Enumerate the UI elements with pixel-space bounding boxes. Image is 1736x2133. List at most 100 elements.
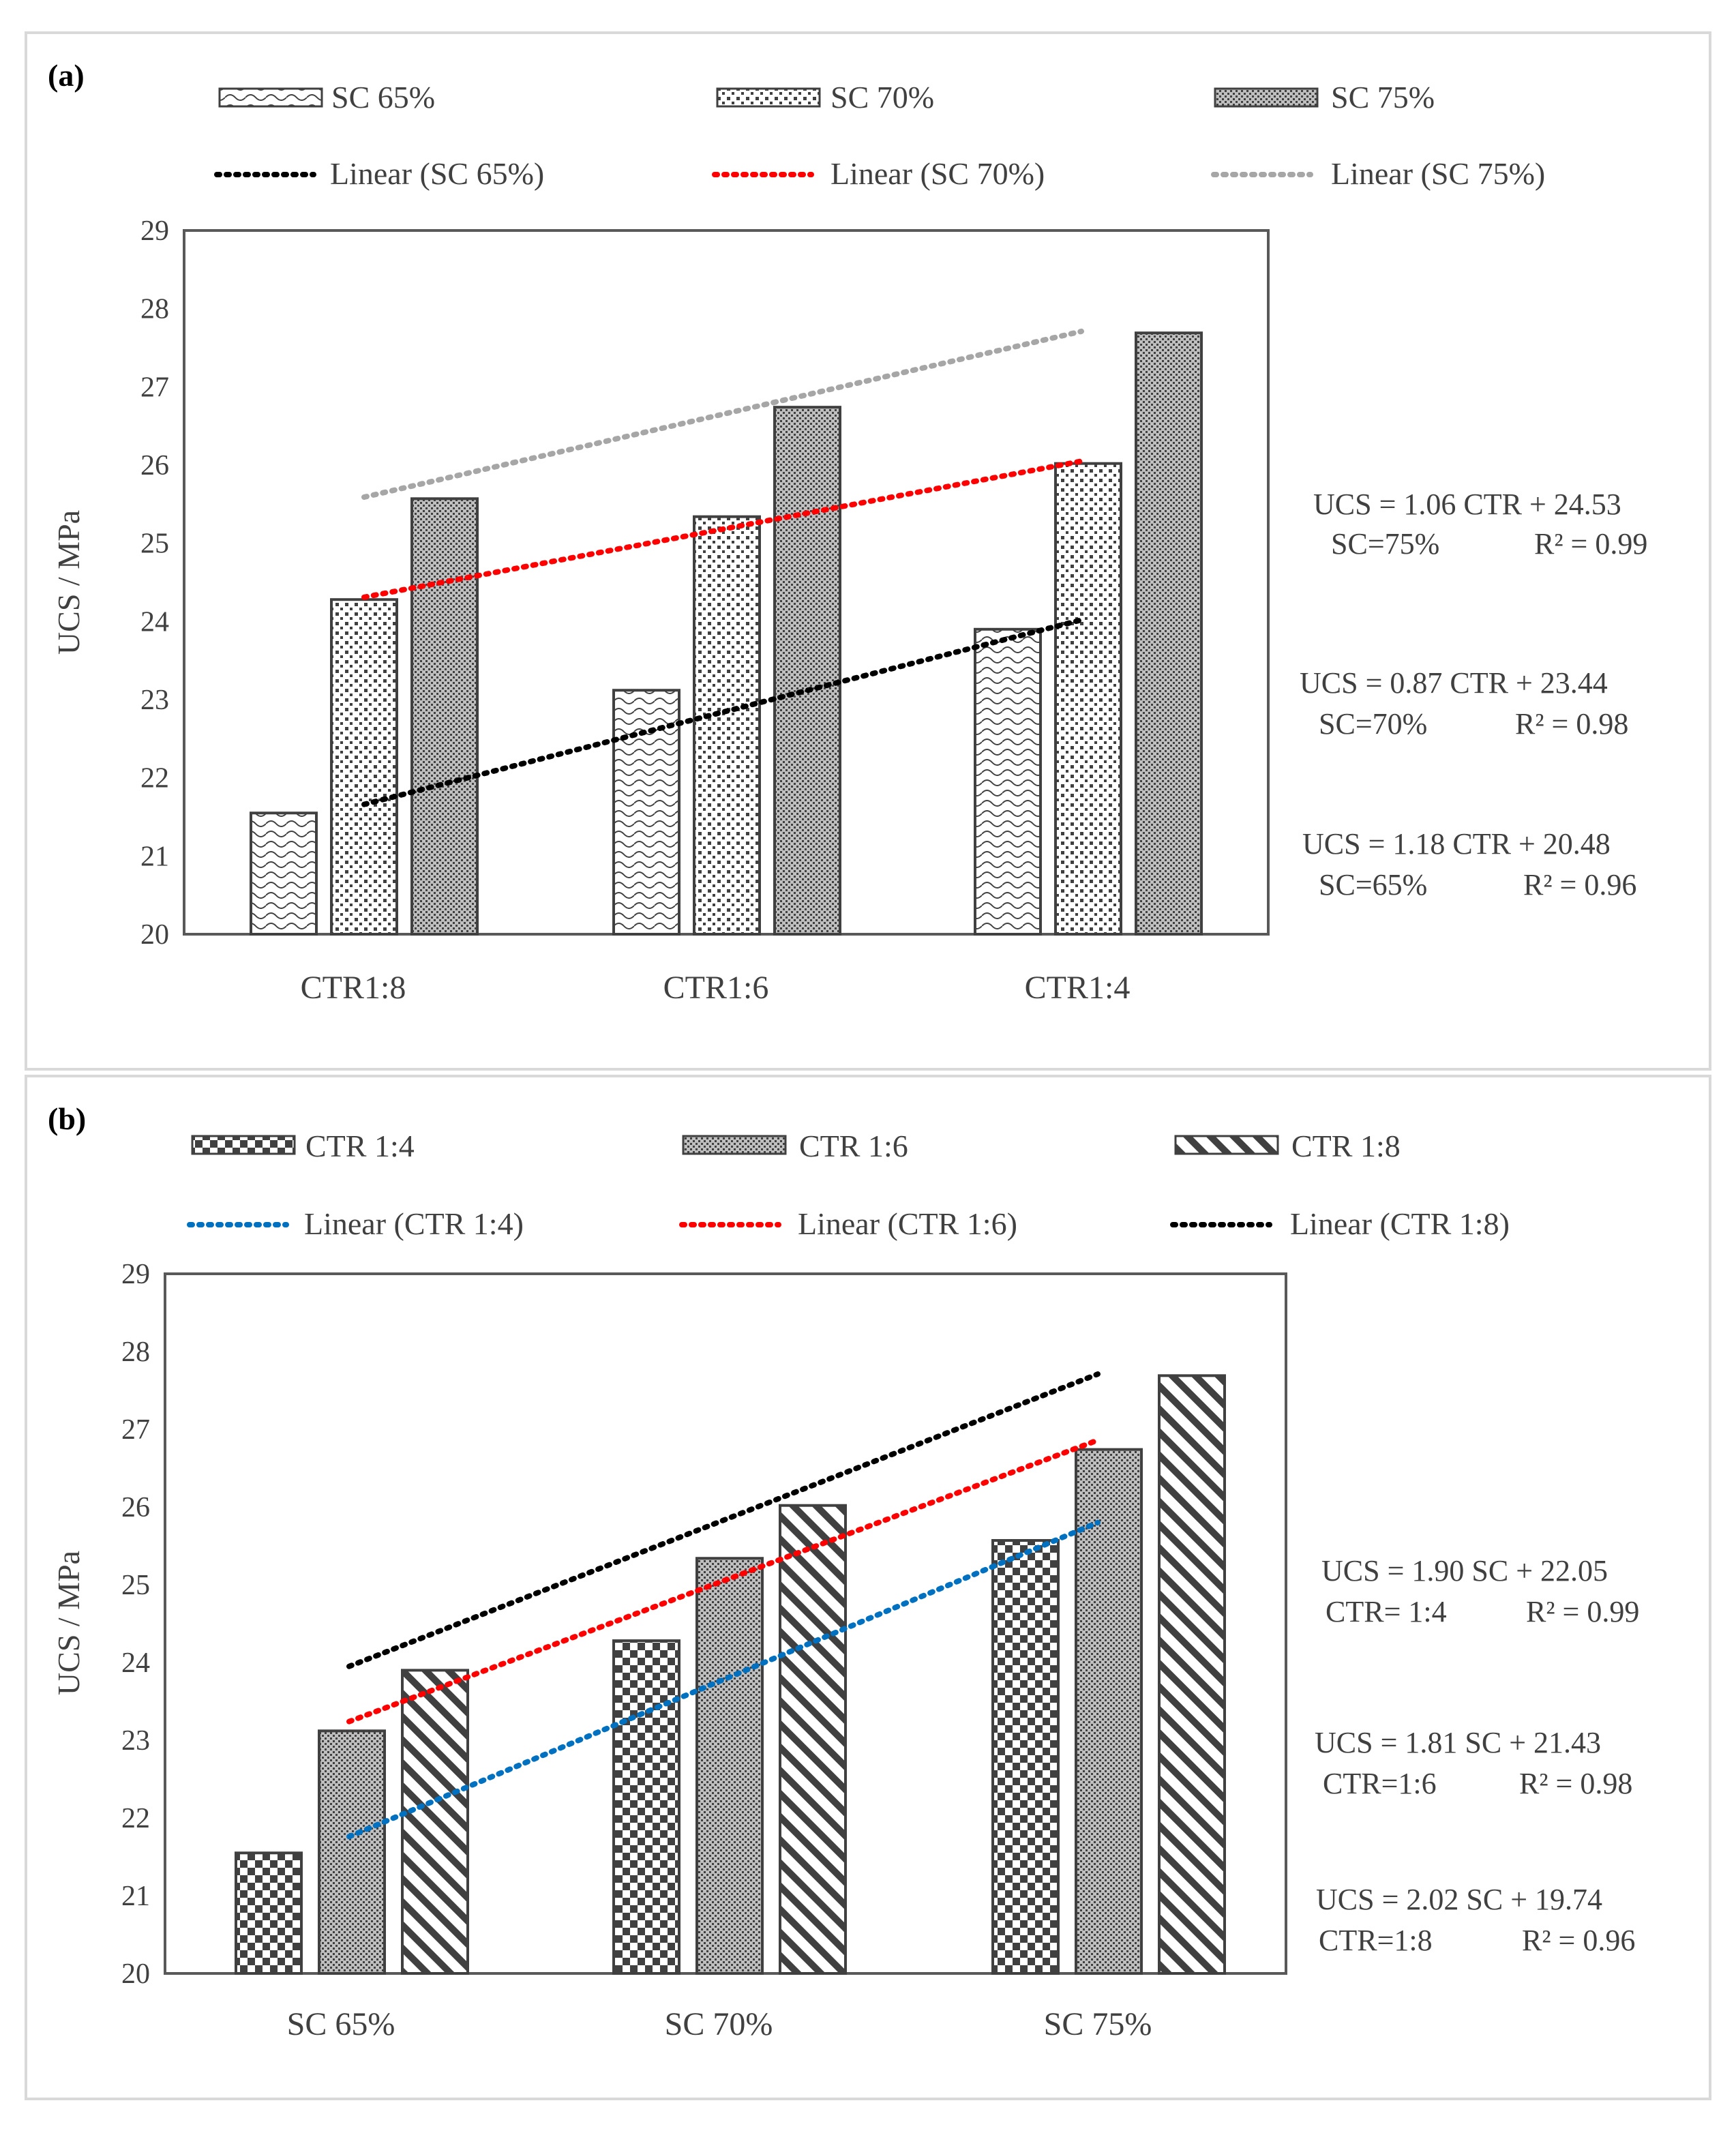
equation-ctr16-r2: R² = 0.98 bbox=[1519, 1767, 1632, 1800]
bar-ctr-1-4-sc-65 bbox=[235, 1851, 303, 1975]
legend-item-ctr16: CTR 1:6 bbox=[682, 1129, 908, 1163]
legend-item-linear-sc75: Linear (SC 75%) bbox=[1211, 156, 1545, 191]
panel-b: (b) CTR 1:4 CTR 1:6 CTR 1:8 Linear (CTR … bbox=[25, 1075, 1711, 2100]
x-axis-categories: CTR1:8 CTR1:6 CTR1:4 bbox=[301, 970, 1131, 1006]
legend-label-linear-sc65: Linear (SC 65%) bbox=[330, 156, 544, 191]
bar-sc-75-ctr1-6 bbox=[773, 406, 841, 936]
legend-label-sc75: SC 75% bbox=[1331, 80, 1435, 115]
equation-sc75: UCS = 1.06 CTR + 24.53 SC=75% R² = 0.99 bbox=[1313, 488, 1647, 561]
bar-ctr-1-4-sc-75 bbox=[991, 1539, 1060, 1975]
legend-label-linear-sc70: Linear (SC 70%) bbox=[830, 156, 1045, 191]
bars bbox=[250, 331, 1203, 936]
bar-sc-65-ctr1-4 bbox=[974, 627, 1042, 936]
y-axis-ticks: 20 21 22 23 24 25 26 27 28 29 bbox=[121, 1259, 150, 1990]
equation-ctr16-ctr: CTR=1:6 bbox=[1323, 1767, 1437, 1800]
y-tick-label: 26 bbox=[140, 450, 169, 481]
bar-sc-70-ctr1-4 bbox=[1054, 462, 1122, 936]
bar-ctr-1-6-sc-65 bbox=[318, 1729, 386, 1975]
trendline-sc-70 bbox=[361, 458, 1084, 600]
y-tick-label: 21 bbox=[121, 1881, 150, 1912]
y-tick-label: 25 bbox=[140, 528, 169, 560]
bar-ctr-1-4-sc-70 bbox=[612, 1639, 680, 1975]
equation-sc65-sc: SC=65% bbox=[1319, 868, 1427, 901]
legend-item-linear-ctr18: Linear (CTR 1:8) bbox=[1170, 1206, 1510, 1241]
trendline-sc-75 bbox=[361, 328, 1084, 501]
y-tick-label: 28 bbox=[121, 1337, 150, 1368]
legend-item-linear-ctr14: Linear (CTR 1:4) bbox=[187, 1206, 524, 1241]
x-category-label: SC 75% bbox=[1044, 2006, 1152, 2042]
x-category-label: SC 65% bbox=[287, 2006, 395, 2042]
equation-sc65-r2: R² = 0.96 bbox=[1523, 868, 1636, 901]
y-tick-label: 27 bbox=[121, 1414, 150, 1446]
x-category-label: CTR1:4 bbox=[1025, 970, 1131, 1006]
equation-ctr14-ctr: CTR= 1:4 bbox=[1326, 1595, 1447, 1628]
legend-swatch-sc75 bbox=[1214, 87, 1319, 108]
equation-ctr18-line1: UCS = 2.02 SC + 19.74 bbox=[1316, 1883, 1602, 1916]
y-axis-ticks: 20 21 22 23 24 25 26 27 28 29 bbox=[140, 215, 169, 951]
y-tick-label: 22 bbox=[121, 1803, 150, 1834]
legend-item-linear-sc65: Linear (SC 65%) bbox=[214, 156, 544, 191]
x-category-label: SC 70% bbox=[665, 2006, 773, 2042]
panel-label: (a) bbox=[48, 58, 85, 93]
equation-ctr16: UCS = 1.81 SC + 21.43 CTR=1:6 R² = 0.98 bbox=[1315, 1726, 1632, 1800]
equation-ctr16-line1: UCS = 1.81 SC + 21.43 bbox=[1315, 1726, 1601, 1759]
legend-label-linear-ctr14: Linear (CTR 1:4) bbox=[304, 1206, 524, 1241]
bar-ctr-1-8-sc-70 bbox=[779, 1504, 847, 1975]
panel-label: (b) bbox=[48, 1101, 86, 1136]
trendlines bbox=[361, 328, 1084, 807]
equation-sc65-line1: UCS = 1.18 CTR + 20.48 bbox=[1302, 827, 1611, 861]
legend-swatch-sc70 bbox=[716, 87, 821, 108]
equation-sc70: UCS = 0.87 CTR + 23.44 SC=70% R² = 0.98 bbox=[1300, 666, 1628, 741]
trendlines bbox=[346, 1371, 1101, 1840]
trendline-sc-65 bbox=[361, 617, 1084, 807]
bar-sc-75-ctr1-8 bbox=[410, 497, 479, 936]
panel-a: (a) SC 65% SC 70% SC 75% Linear (SC 65%) bbox=[25, 31, 1711, 1071]
legend-label-ctr14: CTR 1:4 bbox=[305, 1129, 415, 1163]
equation-sc65: UCS = 1.18 CTR + 20.48 SC=65% R² = 0.96 bbox=[1302, 827, 1636, 901]
legend-item-ctr14: CTR 1:4 bbox=[191, 1129, 415, 1163]
y-tick-label: 23 bbox=[121, 1725, 150, 1757]
y-tick-label: 26 bbox=[121, 1492, 150, 1523]
legend-item-sc70: SC 70% bbox=[716, 80, 934, 115]
equation-ctr18: UCS = 2.02 SC + 19.74 CTR=1:8 R² = 0.96 bbox=[1316, 1883, 1635, 1957]
equation-sc75-sc: SC=75% bbox=[1331, 527, 1439, 561]
legend-label-linear-ctr16: Linear (CTR 1:6) bbox=[798, 1206, 1017, 1241]
legend-label-linear-ctr18: Linear (CTR 1:8) bbox=[1290, 1206, 1510, 1241]
bar-sc-70-ctr1-6 bbox=[693, 515, 761, 936]
legend-swatch-sc65 bbox=[218, 87, 323, 108]
bar-ctr-1-8-sc-65 bbox=[401, 1669, 469, 1975]
y-tick-label: 21 bbox=[140, 841, 169, 872]
x-category-label: CTR1:6 bbox=[663, 970, 769, 1006]
legend-label-linear-sc75: Linear (SC 75%) bbox=[1331, 156, 1545, 191]
legend-item-sc75: SC 75% bbox=[1214, 80, 1435, 115]
equation-ctr14-r2: R² = 0.99 bbox=[1526, 1595, 1639, 1628]
legend-label-ctr18: CTR 1:8 bbox=[1291, 1129, 1401, 1163]
bar-ctr-1-8-sc-75 bbox=[1158, 1374, 1226, 1975]
y-tick-label: 27 bbox=[140, 372, 169, 403]
x-axis-categories: SC 65% SC 70% SC 75% bbox=[287, 2006, 1152, 2042]
legend-item-sc65: SC 65% bbox=[218, 80, 435, 115]
legend-label-sc70: SC 70% bbox=[830, 80, 934, 115]
y-tick-label: 22 bbox=[140, 763, 169, 794]
y-axis-title: UCS / MPa bbox=[51, 1551, 86, 1695]
equation-sc70-line1: UCS = 0.87 CTR + 23.44 bbox=[1300, 666, 1608, 700]
bar-ctr-1-6-sc-75 bbox=[1075, 1448, 1143, 1975]
bar-sc-75-ctr1-4 bbox=[1135, 331, 1203, 936]
bars bbox=[235, 1374, 1226, 1975]
equation-sc75-line1: UCS = 1.06 CTR + 24.53 bbox=[1313, 488, 1621, 521]
y-tick-label: 24 bbox=[121, 1647, 150, 1679]
y-tick-label: 20 bbox=[121, 1958, 150, 1990]
legend-item-ctr18: CTR 1:8 bbox=[1174, 1129, 1401, 1163]
trendline-ctr-1-6 bbox=[346, 1437, 1101, 1725]
equation-ctr18-ctr: CTR=1:8 bbox=[1319, 1924, 1433, 1957]
x-category-label: CTR1:8 bbox=[301, 970, 406, 1006]
y-tick-label: 24 bbox=[140, 606, 169, 638]
equation-ctr14: UCS = 1.90 SC + 22.05 CTR= 1:4 R² = 0.99 bbox=[1321, 1554, 1639, 1628]
trendline-ctr-1-8 bbox=[346, 1371, 1101, 1669]
legend-item-linear-ctr16: Linear (CTR 1:6) bbox=[679, 1206, 1017, 1241]
legend: SC 65% SC 70% SC 75% Linear (SC 65%) Lin… bbox=[214, 80, 1545, 191]
y-tick-label: 29 bbox=[121, 1259, 150, 1290]
y-tick-label: 23 bbox=[140, 685, 169, 716]
equation-ctr18-r2: R² = 0.96 bbox=[1522, 1924, 1635, 1957]
